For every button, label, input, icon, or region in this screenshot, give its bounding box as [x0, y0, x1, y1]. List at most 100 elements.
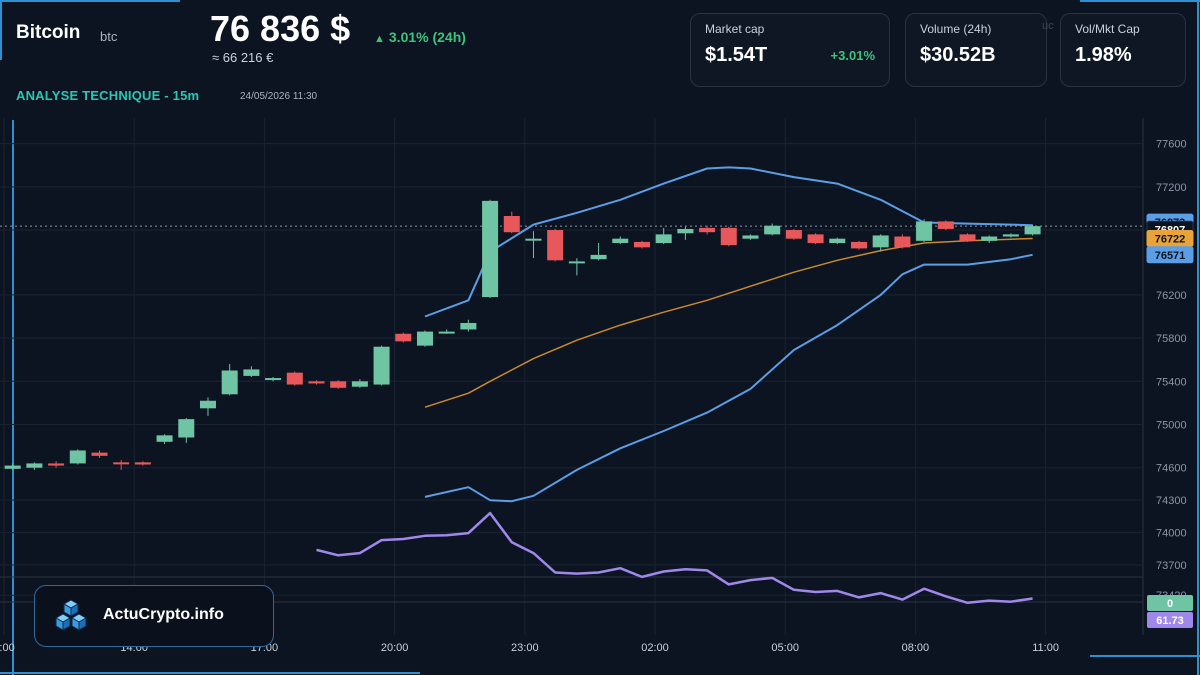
candle [872, 234, 889, 252]
change-24h-value: 3.01% (24h) [388, 29, 466, 45]
candle-body [655, 234, 672, 244]
x-tick-label: 2:00 [0, 642, 15, 654]
candle-body [699, 227, 716, 233]
candle [959, 233, 976, 242]
x-tick-label: 11:00 [1032, 642, 1059, 654]
candle [91, 450, 108, 459]
candle [178, 418, 195, 443]
y-tick-label: 74600 [1156, 463, 1187, 475]
y-tick-label: 74000 [1156, 528, 1187, 540]
candle [785, 228, 802, 240]
candle [655, 227, 672, 245]
rsi-line [316, 511, 1033, 605]
frame-left-vertical [12, 120, 14, 675]
y-tick-label: 73700 [1156, 560, 1187, 572]
candle [134, 461, 151, 466]
header: Bitcoin btc 76 836 $ ▲ 3.01% (24h) ≈ 66 2… [0, 0, 1200, 118]
price-tag-label: 76571 [1155, 250, 1186, 262]
candle [829, 237, 846, 245]
candle-body [113, 462, 130, 465]
analysis-label: ANALYSE TECHNIQUE - 15m [16, 88, 200, 103]
candle-body [91, 452, 108, 456]
time-axis: 2:0014:0017:0020:0023:0002:0005:0008:001… [0, 642, 1059, 654]
candle-body [959, 234, 976, 241]
candle-body [460, 322, 477, 330]
candle-body [178, 419, 195, 438]
candle [612, 236, 629, 245]
candle-body [677, 228, 694, 234]
change-24h: ▲ 3.01% (24h) [374, 29, 466, 45]
candle [764, 223, 781, 236]
candle-body [1002, 234, 1019, 237]
coin-ticker: btc [100, 29, 118, 44]
x-tick-label: 08:00 [902, 642, 930, 654]
y-tick-label: 75800 [1156, 333, 1187, 345]
candle-body [633, 241, 650, 248]
candle-body [199, 400, 216, 409]
price-chart[interactable]: 7760077200768007620075800754007500074600… [0, 118, 1200, 675]
volume-value: $30.52B [920, 44, 996, 66]
candle-body [265, 378, 282, 381]
x-tick-label: 02:00 [641, 642, 669, 654]
candle-body [568, 261, 585, 264]
candle-body [850, 241, 867, 249]
vol-mkt-cap-label: Vol/Mkt Cap [1075, 22, 1140, 36]
candle [807, 233, 824, 245]
candle [330, 380, 347, 389]
candle [1002, 233, 1019, 238]
candle [221, 364, 238, 396]
candle [48, 461, 65, 468]
candle [503, 211, 520, 234]
candle [351, 379, 368, 388]
ema-line [424, 237, 1033, 408]
candle-body [286, 372, 303, 385]
candle-body [221, 370, 238, 395]
cube-stack-icon [54, 599, 88, 631]
candle [308, 380, 325, 385]
y-tick-label: 75400 [1156, 376, 1187, 388]
candle [156, 434, 173, 444]
frame-right-vertical [1197, 0, 1199, 675]
bollinger-lower-line [424, 253, 1033, 503]
candlesticks [4, 199, 1041, 470]
price-eur: ≈ 66 216 € [212, 50, 274, 65]
candle [742, 234, 759, 240]
x-tick-label: 23:00 [511, 642, 539, 654]
frame-bottom-right-horizontal [1090, 655, 1200, 657]
candle-body [395, 333, 412, 342]
candle [113, 460, 130, 470]
candle [720, 226, 737, 247]
brand-name: ActuCrypto.info [103, 606, 224, 623]
price-axis: 7760077200768007620075800754007500074600… [1156, 139, 1187, 603]
y-tick-label: 75000 [1156, 420, 1187, 432]
candle [265, 376, 282, 382]
candle-body [785, 230, 802, 239]
frame-bottom-left-horizontal [0, 672, 420, 674]
candle-body [590, 254, 607, 260]
candle-body [26, 463, 43, 468]
candle [438, 329, 455, 334]
frame-top-left-horizontal [0, 0, 180, 2]
analysis-date: 24/05/2026 11:30 [240, 91, 318, 102]
up-arrow-icon: ▲ [374, 33, 385, 45]
market-cap-label: Market cap [705, 22, 765, 36]
candle-body [416, 331, 433, 346]
candle [26, 462, 43, 470]
candle-body [525, 238, 542, 241]
price-tag: 76722 [1146, 229, 1194, 247]
price-usd: 76 836 $ [210, 8, 351, 49]
vol-mkt-cap-value: 1.98% [1075, 44, 1132, 66]
market-cap-value: $1.54T [705, 44, 768, 66]
candle-body [612, 238, 629, 244]
candle [590, 243, 607, 261]
candle [850, 240, 867, 250]
y-tick-label: 77600 [1156, 139, 1187, 151]
candle-body [807, 234, 824, 244]
candle-body [330, 381, 347, 388]
candle [937, 220, 954, 231]
candle [1024, 224, 1041, 236]
market-cap-change: +3.01% [830, 48, 875, 63]
vol-mkt-cap-card: Vol/Mkt Cap 1.98% [1060, 13, 1186, 87]
candle-body [243, 369, 260, 376]
candle [373, 345, 390, 386]
